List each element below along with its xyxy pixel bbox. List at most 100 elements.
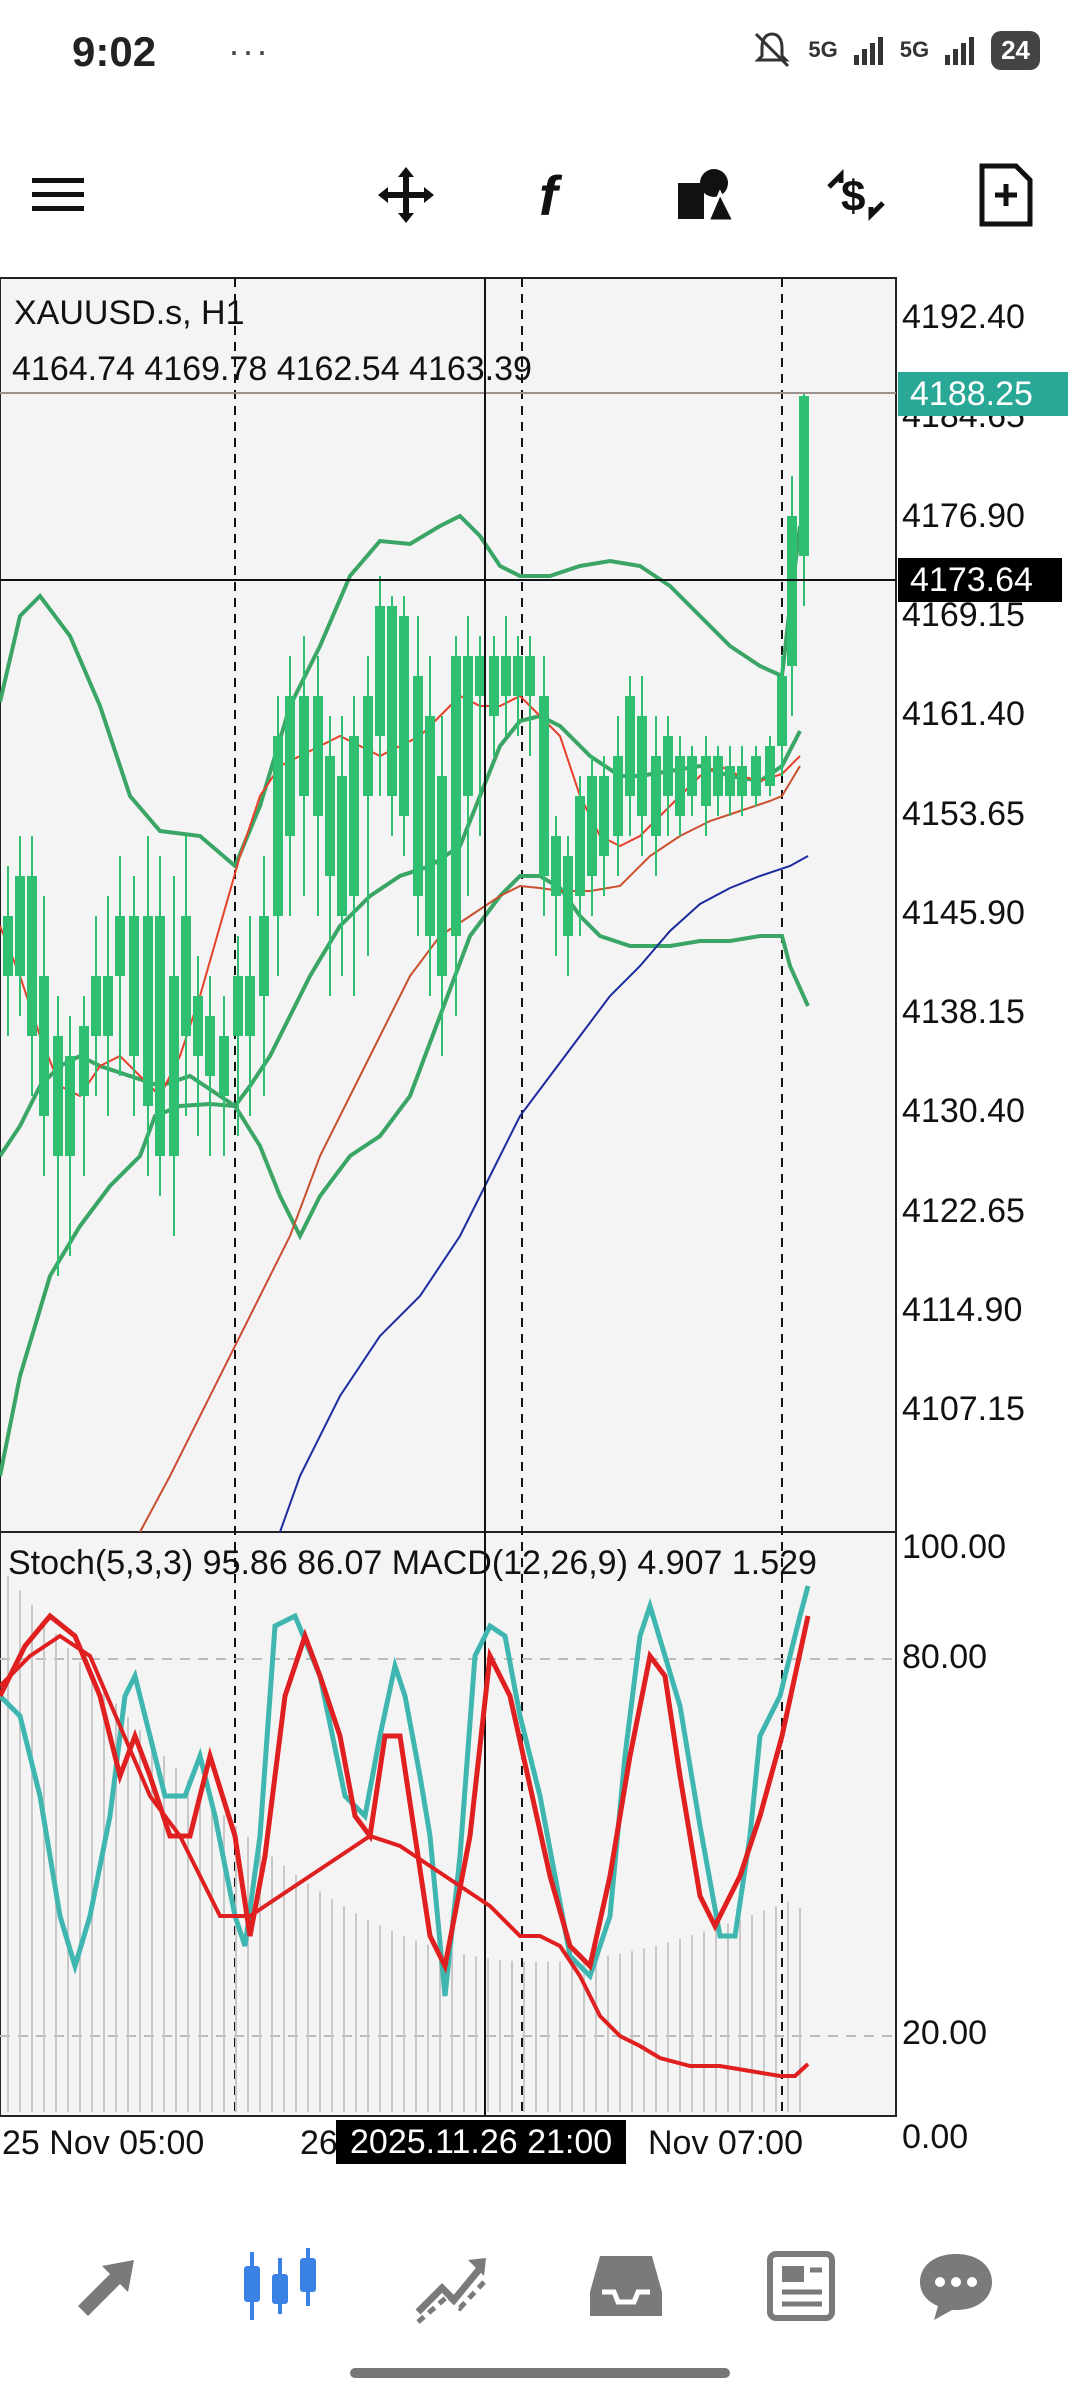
- candle-body: [399, 616, 409, 816]
- candle-body: [337, 776, 347, 916]
- indicator-label: Stoch(5,3,3) 95.86 86.07 MACD(12,26,9) 4…: [8, 1544, 817, 1582]
- candle-body: [3, 916, 13, 976]
- news-icon: [767, 2251, 835, 2321]
- candle-body: [437, 776, 447, 976]
- menu-icon: [32, 178, 84, 211]
- candle-body: [489, 656, 499, 716]
- candle-body: [299, 696, 309, 796]
- candle-body: [751, 756, 761, 796]
- moving-average-slow: [279, 855, 809, 1533]
- candle-body: [765, 746, 775, 786]
- status-bar: 9:02 ··· 5G 5G 24: [0, 0, 1080, 110]
- menu-button[interactable]: [8, 140, 108, 250]
- candle-body: [233, 976, 243, 1036]
- nav-quotes[interactable]: [50, 2226, 170, 2346]
- history-icon: [590, 2256, 662, 2316]
- period-separators: [234, 278, 783, 2116]
- crosshair-button[interactable]: [356, 140, 456, 250]
- candle-body: [273, 736, 283, 916]
- candle-body: [413, 676, 423, 896]
- candle-body: [525, 656, 535, 696]
- price-tick: 4130.40: [902, 1092, 1025, 1131]
- svg-text:$: $: [841, 172, 865, 221]
- candle-body: [103, 976, 113, 1036]
- price-tick: 4176.90: [902, 496, 1025, 535]
- indicator-tick: 20.00: [902, 2014, 988, 2052]
- candle-body: [205, 1016, 215, 1076]
- price-tick: 4192.40: [902, 298, 1025, 336]
- candle-body: [91, 976, 101, 1036]
- candle-body: [613, 756, 623, 836]
- quotes-icon: [78, 2260, 134, 2316]
- home-indicator[interactable]: [350, 2368, 730, 2378]
- crosshair-price-tag: 4173.64: [898, 558, 1062, 602]
- mute-icon: [754, 32, 790, 68]
- indicator-frame: [0, 1531, 897, 2117]
- candle-body: [129, 916, 139, 1056]
- candle-body: [463, 656, 473, 796]
- candle-body: [513, 656, 523, 696]
- indicator-tick: 0.00: [902, 2118, 969, 2156]
- price-chart[interactable]: [0, 276, 1080, 2176]
- candle-body: [575, 796, 585, 896]
- objects-icon: [678, 169, 737, 223]
- objects-button[interactable]: [656, 140, 756, 250]
- candle-body: [737, 766, 747, 796]
- candle-body: [115, 916, 125, 976]
- candle-body: [169, 976, 179, 1156]
- candle-body: [787, 516, 797, 666]
- candle-body: [285, 696, 295, 836]
- status-time: 9:02: [72, 28, 157, 75]
- candle-body: [501, 656, 511, 696]
- price-tick: 4145.90: [902, 893, 1025, 932]
- symbol-label: XAUUSD.s, H1: [14, 294, 245, 332]
- battery-icon: 24: [991, 30, 1040, 70]
- candle-body: [551, 836, 561, 896]
- status-overflow: ···: [228, 30, 270, 71]
- price-tick: 4107.15: [902, 1390, 1025, 1429]
- price-tick: 4153.65: [902, 794, 1025, 833]
- stoch-signal-line: [0, 1612, 811, 1974]
- candle-body: [325, 756, 335, 876]
- template-button[interactable]: [956, 140, 1056, 250]
- network-label-1: 5G: [808, 37, 838, 62]
- main-chart-frame: [0, 277, 897, 1533]
- candle-body: [65, 1056, 75, 1156]
- candle-body: [219, 1036, 229, 1096]
- candle-body: [799, 396, 809, 556]
- candle-body: [259, 916, 269, 996]
- nav-trade[interactable]: [392, 2226, 512, 2346]
- nav-chart[interactable]: [220, 2226, 340, 2346]
- price-tick: 4169.15: [902, 595, 1025, 634]
- nav-news[interactable]: [740, 2226, 860, 2346]
- candle-body: [651, 756, 661, 836]
- time-axis-right: Nov 07:00: [648, 2124, 803, 2162]
- candle-body: [375, 606, 385, 736]
- price-tick: 4138.15: [902, 993, 1025, 1032]
- trade-button[interactable]: $: [806, 140, 906, 250]
- macd-signal-line: [0, 1633, 810, 2078]
- candle-body: [245, 976, 255, 1036]
- price-tick: 4161.40: [902, 695, 1025, 734]
- candle-body: [27, 876, 37, 1036]
- time-axis-partial: 26: [300, 2124, 338, 2162]
- candlesticks: [3, 392, 809, 1276]
- candle-body: [15, 876, 25, 976]
- chart-area[interactable]: XAUUSD.s, H1 4164.74 4169.78 4162.54 416…: [0, 276, 1080, 2176]
- stoch-levels: [0, 1658, 896, 2037]
- price-tick: 4122.65: [902, 1191, 1025, 1230]
- candle-body: [587, 776, 597, 876]
- candle-body: [79, 1026, 89, 1096]
- crosshair-time-tag: 2025.11.26 21:00: [336, 2120, 627, 2164]
- candle-body: [663, 736, 673, 796]
- candle-body: [713, 756, 723, 796]
- indicators-button[interactable]: f: [506, 140, 606, 250]
- trade-icon: [415, 2258, 488, 2324]
- candle-body: [39, 976, 49, 1116]
- candle-body: [675, 756, 685, 816]
- indicators-icon: f: [539, 164, 563, 227]
- nav-history[interactable]: [566, 2226, 686, 2346]
- current-price-tag: 4188.25: [898, 372, 1068, 416]
- nav-messages[interactable]: [896, 2226, 1016, 2346]
- candle-body: [701, 756, 711, 806]
